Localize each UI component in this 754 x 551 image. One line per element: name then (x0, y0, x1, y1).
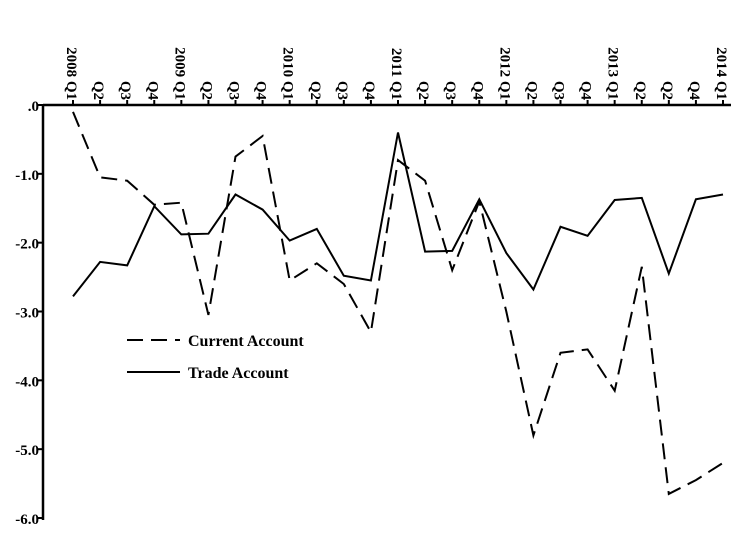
x-tick-label: 2010 Q1 (280, 47, 296, 100)
x-tick-label: Q2 (523, 81, 539, 100)
x-tick-label: Q4 (253, 81, 269, 101)
y-tick-label: -5.0 (15, 443, 39, 459)
legend: Current Account Trade Account (127, 333, 304, 382)
legend-label-current-account: Current Account (188, 333, 304, 350)
x-tick-label: 2013 Q1 (605, 47, 621, 100)
x-tick-label: Q2 (90, 81, 106, 100)
x-tick-label: Q2 (307, 81, 323, 100)
series-line-trade-account (72, 132, 724, 298)
x-tick-label: 2012 Q1 (496, 47, 512, 100)
y-tick-label: -1.0 (15, 168, 39, 184)
x-tick-label: Q3 (117, 81, 133, 100)
x-tick-label: Q4 (469, 81, 485, 101)
x-tick-label: Q3 (226, 81, 242, 100)
x-tick-label: Q2 (415, 81, 431, 100)
x-tick-label: Q2 (632, 81, 648, 100)
x-tick-label: 2011 Q1 (388, 48, 404, 100)
legend-label-trade-account: Trade Account (188, 365, 289, 382)
x-tick-label: Q4 (578, 81, 594, 101)
y-tick-label: -4.0 (15, 374, 39, 390)
x-tick-label: Q3 (551, 81, 567, 100)
x-tick-label: 2009 Q1 (171, 47, 187, 100)
y-tick-label: -2.0 (15, 237, 39, 253)
y-tick-label: -3.0 (15, 306, 39, 322)
x-tick-label: Q2 (198, 81, 214, 100)
x-tick-label: Q2 (659, 81, 675, 100)
x-tick-label: Q4 (144, 81, 160, 101)
x-tick-label: Q4 (686, 81, 702, 101)
series-line-current-account (72, 111, 724, 496)
x-tick-label: Q3 (442, 81, 458, 100)
series-layer (72, 111, 724, 496)
axes: .0 -1.0 -2.0 -3.0 -4.0 -5.0 -6.0 2008 Q1 Q2 Q3 Q4 2… (15, 47, 731, 528)
y-tick-label: .0 (28, 99, 39, 115)
x-tick-label: 2014 Q1 (713, 47, 729, 100)
x-tick-label: 2008 Q1 (63, 47, 79, 100)
y-tick-label: -6.0 (15, 512, 39, 528)
x-tick-label: Q3 (334, 81, 350, 100)
x-tick-label: Q4 (361, 81, 377, 101)
